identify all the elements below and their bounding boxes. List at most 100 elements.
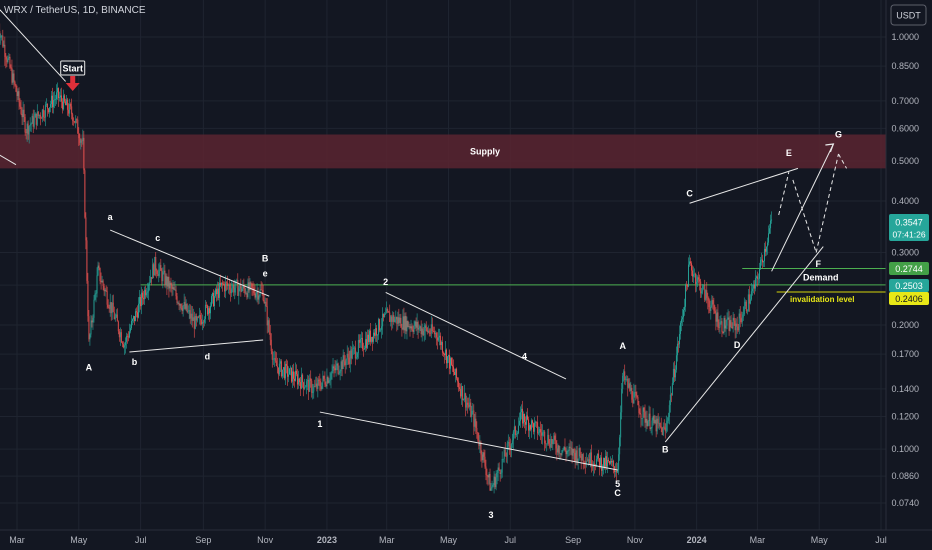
candle-body [418, 327, 420, 330]
candle-body [349, 350, 351, 365]
candle-body [206, 305, 208, 315]
candle-body [586, 460, 588, 462]
candle-body [363, 348, 365, 350]
candle-body [747, 294, 749, 311]
candle-body [335, 365, 337, 371]
candle-body [462, 386, 464, 401]
candle-body [207, 308, 209, 315]
candle-body [749, 299, 751, 304]
candle-body [371, 337, 372, 342]
triangle-upper-line [109, 229, 270, 297]
candle-body [751, 288, 753, 292]
candle-body [324, 378, 326, 385]
candle-body [509, 446, 511, 450]
candle-body [129, 328, 131, 332]
candle-body [604, 457, 605, 468]
candle-body [167, 276, 169, 287]
candle-body [403, 316, 405, 331]
candle-body [254, 293, 256, 298]
candle-body [645, 418, 647, 423]
symbol-title[interactable]: WRX / TetherUS, 1D, BINANCE [4, 5, 146, 16]
candle-body [211, 296, 212, 306]
candle-body [390, 316, 392, 322]
candle-body [311, 380, 313, 393]
candle-body [550, 438, 552, 448]
candle-body [575, 450, 577, 462]
candle-body [587, 459, 589, 462]
candle-body [607, 459, 608, 467]
candle-body [83, 137, 85, 171]
candle-body [270, 339, 272, 352]
candle-body [20, 106, 22, 114]
candle-body [658, 422, 660, 424]
wave-label: A [86, 363, 93, 373]
candle-body [110, 302, 112, 314]
candle-body [230, 289, 232, 294]
candle-body [402, 316, 404, 330]
candle-body [468, 404, 470, 407]
candle-body [154, 256, 156, 276]
candle-body [202, 321, 204, 323]
invalidation-badge [889, 292, 929, 305]
candle-body [404, 315, 406, 331]
currency-button[interactable]: USDT [890, 4, 927, 26]
candle-body [160, 265, 162, 271]
candle-body [15, 84, 17, 92]
candle-body [102, 280, 104, 286]
candle-body [284, 364, 286, 379]
candle-body [11, 67, 13, 83]
candle-body [474, 418, 476, 427]
candle-body [738, 313, 740, 331]
candle-body [734, 320, 736, 331]
candle-body [579, 448, 581, 457]
candle-body [89, 334, 91, 340]
candle-body [87, 280, 89, 317]
candle-body [708, 300, 710, 307]
candle-body [694, 273, 696, 275]
candle-body [47, 108, 49, 113]
currency-button-frame[interactable] [890, 4, 927, 26]
candle-body [115, 314, 117, 317]
wave-label: B [262, 254, 269, 264]
candle-body [450, 358, 451, 369]
candle-body [554, 435, 556, 441]
candle-body [508, 442, 510, 447]
candle-body [660, 426, 662, 428]
candle-body [642, 407, 644, 419]
candle-body [451, 358, 452, 365]
candle-body [67, 99, 69, 110]
candle-body [755, 276, 757, 279]
candle-body [216, 289, 217, 295]
candle-body [628, 383, 630, 388]
candle-body [536, 421, 538, 423]
candle-body [725, 325, 727, 329]
candle-body [248, 282, 250, 291]
downtrend-line-lower [0, 154, 17, 166]
candle-body [638, 404, 640, 413]
candle-body [661, 427, 663, 436]
candle-body [503, 449, 505, 459]
candle-body [317, 379, 319, 389]
candle-body [201, 321, 203, 325]
candle-body [238, 288, 240, 296]
candle-body [676, 343, 678, 356]
candle-body [684, 306, 685, 310]
candle-body [396, 316, 398, 324]
candle-body [252, 287, 254, 289]
candle-body [353, 347, 355, 349]
candle-body [249, 282, 251, 291]
candle-body [542, 432, 544, 436]
candle-body [602, 467, 603, 471]
candle-body [316, 383, 318, 389]
candle-body [438, 335, 440, 338]
candle-body [627, 378, 629, 388]
candle-body [214, 296, 215, 307]
wave-label: B [662, 445, 669, 455]
candle-body [673, 368, 675, 378]
candle-body [713, 304, 715, 311]
candle-body [384, 313, 386, 318]
candle-body [490, 488, 492, 491]
currency-label[interactable]: USDT [896, 11, 921, 21]
candle-body [147, 291, 149, 293]
